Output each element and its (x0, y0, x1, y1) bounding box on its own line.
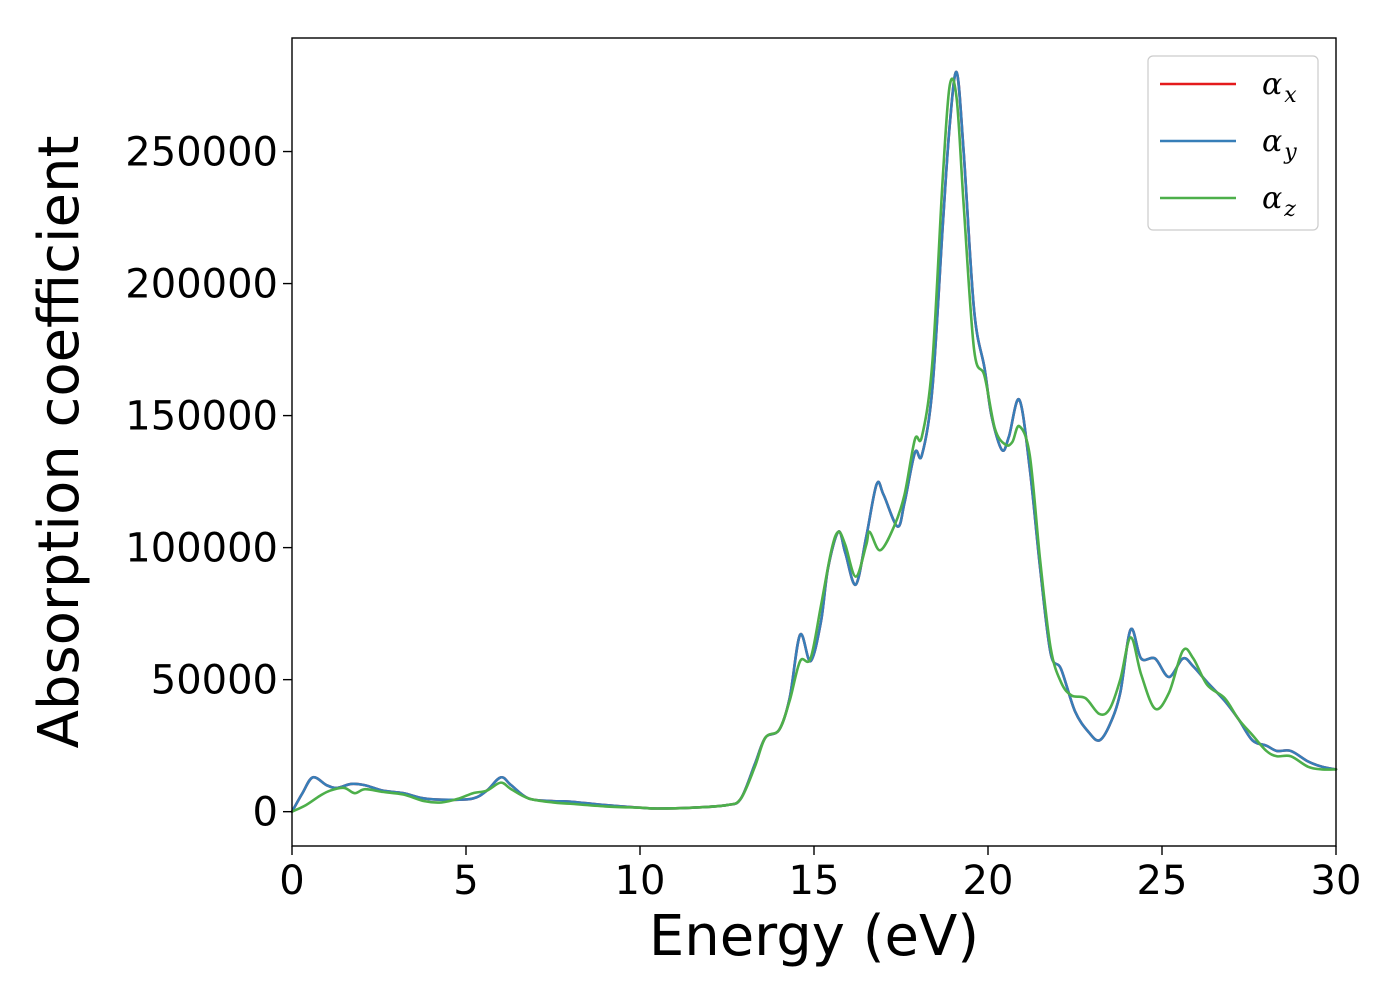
y-tick-label: 150000 (125, 394, 278, 440)
series-line-alpha-y (290, 70, 1338, 813)
y-tick-label: 250000 (125, 130, 278, 176)
x-tick-label: 15 (789, 858, 840, 904)
y-axis-title: Absorption coefficient (27, 136, 92, 749)
x-tick-label: 10 (615, 858, 666, 904)
x-axis-ticks: 0 5 10 15 20 25 30 (279, 846, 1361, 904)
x-axis-title: Energy (eV) (649, 904, 979, 969)
x-tick-label: 30 (1311, 858, 1362, 904)
legend-subscript: z (1283, 197, 1296, 222)
x-tick-label: 0 (279, 858, 304, 904)
y-tick-label: 0 (253, 790, 278, 836)
legend-subscript: x (1284, 83, 1297, 108)
y-tick-label: 50000 (151, 658, 278, 704)
legend-subscript: y (1283, 140, 1297, 165)
y-tick-label: 100000 (125, 526, 278, 572)
x-tick-label: 5 (453, 858, 478, 904)
series-line-alpha-z (290, 77, 1338, 813)
x-tick-label: 20 (963, 858, 1014, 904)
y-tick-label: 200000 (125, 262, 278, 308)
y-axis-ticks: 0 50000 100000 150000 200000 250000 (125, 130, 292, 836)
x-tick-label: 25 (1137, 858, 1188, 904)
series-lines (290, 70, 1338, 813)
legend-box (1147, 55, 1319, 231)
